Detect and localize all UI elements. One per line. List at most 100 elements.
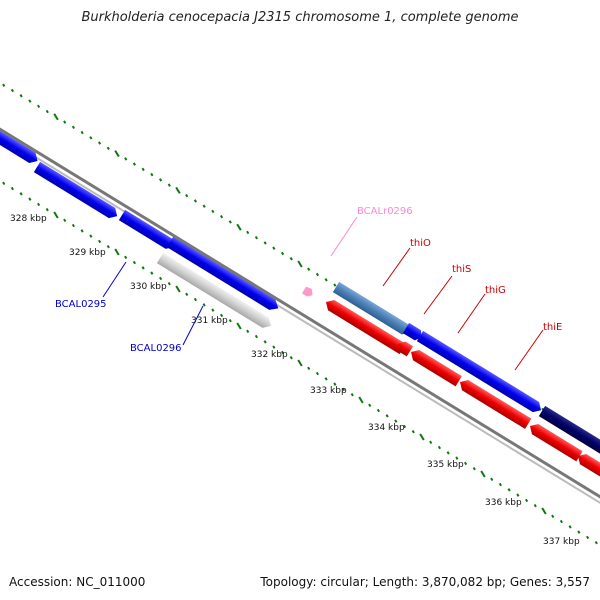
ruler-label: 332 kbp [251, 350, 288, 360]
rna-gene-arrow[interactable] [301, 286, 315, 299]
minor-tick [10, 88, 15, 93]
minor-tick [490, 477, 494, 481]
gene-arrow[interactable] [332, 281, 413, 337]
minor-tick [228, 319, 232, 323]
gene-arrow[interactable] [33, 161, 120, 221]
major-tick [236, 322, 242, 330]
minor-tick [228, 220, 232, 224]
minor-tick [289, 257, 293, 261]
minor-tick [132, 260, 137, 265]
minor-tick [307, 267, 311, 271]
minor-tick [150, 271, 154, 275]
genome-summary: Topology: circular; Length: 3,870,082 bp… [260, 575, 590, 589]
minor-tick [45, 109, 49, 114]
minor-tick [568, 525, 572, 529]
gene-arrow[interactable] [0, 127, 41, 166]
major-tick [297, 359, 303, 367]
minor-tick [333, 283, 337, 287]
gene-label-bcal0295[interactable]: BCAL0295 [55, 299, 107, 310]
minor-tick [272, 246, 276, 250]
gene-arrow[interactable] [395, 339, 414, 357]
minor-tick [280, 350, 285, 355]
gene-arrow[interactable] [416, 330, 544, 415]
minor-tick [368, 403, 372, 407]
minor-tick [402, 424, 407, 429]
major-tick [236, 223, 242, 231]
ruler-label: 333 kbp [310, 386, 347, 396]
minor-tick [219, 214, 224, 219]
chromosome-backbone [0, 127, 600, 504]
minor-tick [289, 356, 293, 360]
gene-arrow[interactable] [323, 297, 406, 355]
minor-tick [272, 345, 276, 349]
minor-tick [80, 229, 84, 233]
minor-tick [158, 276, 163, 281]
gene-arrow[interactable] [457, 377, 532, 429]
major-tick [114, 248, 120, 256]
gene-label-this[interactable]: thiS [452, 264, 471, 275]
minor-tick [202, 303, 206, 307]
minor-tick [28, 197, 32, 201]
gene-arrow[interactable] [527, 421, 583, 462]
minor-tick [124, 255, 128, 259]
minor-tick [71, 223, 76, 228]
ruler-label: 334 kbp [368, 423, 405, 433]
ruler-label: 329 kbp [69, 248, 106, 258]
minor-tick [185, 193, 189, 198]
minor-tick [80, 130, 84, 135]
minor-tick [36, 104, 41, 108]
minor-tick [106, 245, 110, 249]
major-tick [419, 433, 425, 441]
major-tick [541, 507, 547, 515]
major-tick [175, 285, 181, 293]
minor-tick [594, 541, 598, 545]
major-tick [53, 113, 59, 121]
minor-tick [71, 125, 76, 130]
major-tick [358, 396, 364, 404]
major-tick [297, 260, 303, 268]
gene-label-thig[interactable]: thiG [485, 285, 506, 296]
minor-tick [36, 202, 41, 207]
gene-name-labels: BCAL0295 BCAL0296 BCALr0296 thiO thiS thiG thi… [55, 206, 562, 354]
gene-arrow[interactable] [118, 209, 177, 252]
minor-tick [89, 136, 93, 140]
minor-tick [324, 377, 328, 381]
gene-label-bcal0296[interactable]: BCAL0296 [130, 343, 182, 354]
minor-tick [63, 120, 67, 124]
minor-tick [315, 371, 320, 376]
minor-tick [559, 519, 564, 524]
gene-label-thie[interactable]: thiE [543, 322, 562, 333]
minor-tick [585, 535, 590, 540]
ruler-label: 330 kbp [130, 282, 167, 292]
accession-label: Accession: NC_011000 [9, 575, 146, 589]
major-tick [114, 150, 120, 158]
ruler-label: 337 kbp [543, 537, 580, 547]
minor-tick [211, 308, 215, 312]
forward-strand-genes [0, 127, 600, 461]
minor-tick [263, 340, 267, 344]
gene-arrow[interactable] [538, 405, 600, 461]
gene-arrow[interactable] [156, 252, 274, 331]
minor-tick [324, 278, 328, 282]
minor-tick [333, 382, 337, 386]
gene-label-bcalr0296[interactable]: BCALr0296 [357, 206, 413, 217]
minor-tick [202, 204, 206, 208]
minor-tick [2, 83, 6, 87]
reverse-strand-genes [156, 252, 600, 483]
minor-tick [524, 498, 529, 503]
minor-tick [280, 251, 285, 256]
minor-tick [246, 329, 250, 333]
gene-arrow[interactable] [575, 451, 600, 483]
gene-arrow[interactable] [166, 236, 282, 314]
minor-tick [385, 414, 389, 418]
inner-tick-track [2, 181, 598, 545]
minor-tick [455, 456, 459, 460]
gene-label-thio[interactable]: thiO [410, 238, 431, 249]
minor-tick [472, 467, 476, 471]
minor-tick [446, 451, 450, 455]
gene-arrow[interactable] [408, 347, 462, 387]
gene-arrow[interactable] [402, 322, 425, 343]
minor-tick [193, 199, 198, 203]
